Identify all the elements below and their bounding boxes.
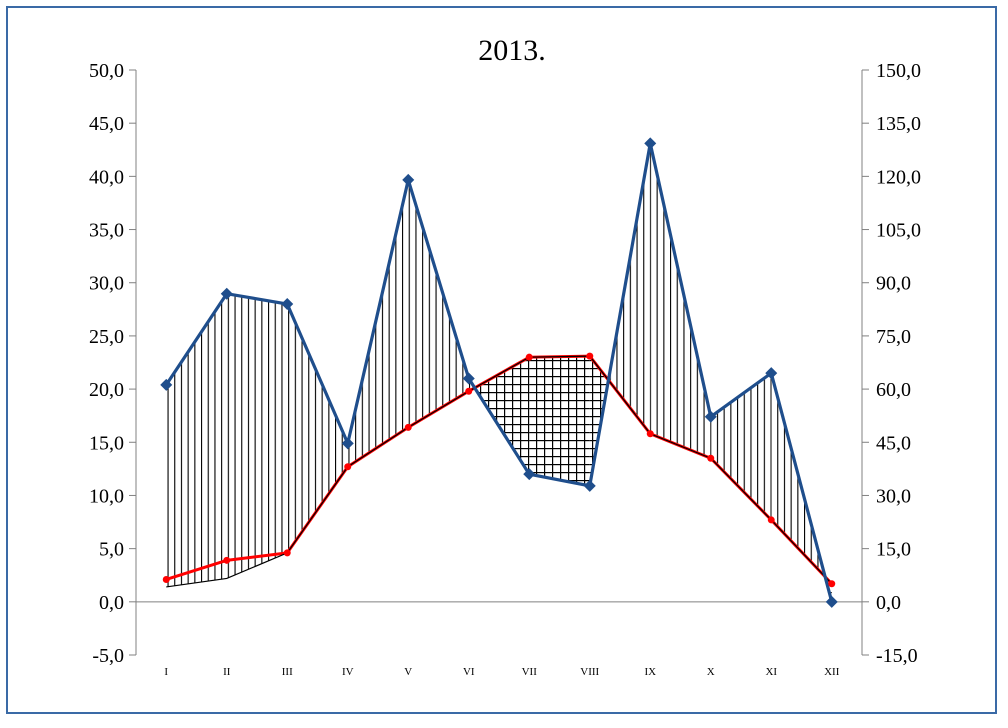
x-tick-label: VII — [522, 666, 538, 678]
y-tick-label-left: 40,0 — [89, 166, 124, 188]
temperature-point — [404, 423, 412, 431]
x-tick-label: XII — [824, 666, 840, 678]
y-tick-label-right: 75,0 — [876, 326, 911, 348]
surplus-area — [608, 143, 651, 434]
y-tick-label-right: 120,0 — [876, 166, 921, 188]
precipitation-point — [704, 410, 717, 423]
y-tick-label-right: 135,0 — [876, 113, 921, 135]
temperature-point — [465, 387, 473, 395]
y-tick-label-left: 15,0 — [89, 432, 124, 454]
precipitation-point — [402, 173, 415, 186]
precipitation-line — [164, 143, 834, 603]
x-tick-label: X — [707, 666, 715, 678]
x-tick-label: II — [223, 666, 231, 678]
y-tick-label-right: 60,0 — [876, 379, 911, 401]
series-lines — [164, 143, 834, 603]
y-tick-label-right: 90,0 — [876, 273, 911, 295]
chart-title: 2013. — [478, 34, 546, 67]
x-tick-label: V — [404, 666, 412, 678]
temperature-point — [344, 463, 352, 471]
y-tick-label-right: 30,0 — [876, 485, 911, 507]
temperature-point — [767, 516, 775, 524]
deficit-area — [529, 356, 590, 486]
series-markers — [160, 137, 838, 608]
y-tick-label-left: 30,0 — [89, 273, 124, 295]
precipitation-point — [825, 595, 838, 608]
temperature-point — [586, 352, 594, 360]
surplus-area — [166, 293, 227, 587]
x-tick-label: IV — [342, 666, 354, 678]
y-tick-label-left: -5,0 — [92, 645, 124, 667]
precipitation-point — [160, 378, 173, 391]
deficit-area — [474, 357, 530, 475]
precipitation-point — [220, 287, 233, 300]
surplus-area — [408, 179, 469, 428]
precipitation-point — [583, 479, 596, 492]
temperature-point — [828, 580, 836, 588]
y-tick-label-left: 35,0 — [89, 220, 124, 242]
precipitation-point — [462, 372, 475, 385]
reference-line — [166, 355, 833, 588]
x-tick-label: VI — [463, 666, 475, 678]
y-tick-label-left: 0,0 — [99, 592, 124, 614]
precipitation-point — [523, 468, 536, 481]
surplus-area — [650, 143, 711, 459]
y-tick-label-right: 150,0 — [876, 60, 921, 82]
y-tick-label-left: 20,0 — [89, 379, 124, 401]
surplus-area — [287, 304, 348, 553]
y-tick-label-right: 45,0 — [876, 432, 911, 454]
x-tick-label: VIII — [580, 666, 599, 678]
temperature-point — [223, 556, 231, 564]
temperature-point — [646, 430, 654, 438]
hatched-areas — [166, 143, 832, 602]
y-tick-label-right: 0,0 — [876, 592, 901, 614]
temperature-point — [162, 575, 170, 583]
x-tick-label: I — [164, 666, 168, 678]
temperature-point — [525, 353, 533, 361]
x-tick-label: III — [282, 666, 293, 678]
axes: 50,0 45,0 40,0 35,0 30,0 25,0 20,0 15,0 10,0 5,0 0… — [89, 60, 921, 678]
precipitation-point — [341, 437, 354, 450]
temperature-point — [283, 549, 291, 557]
y-tick-label-left: 25,0 — [89, 326, 124, 348]
surplus-area — [226, 293, 288, 579]
temperature-point — [707, 454, 715, 462]
x-tick-label: IX — [644, 666, 656, 678]
y-tick-label-right: 15,0 — [876, 539, 911, 561]
precipitation-point — [644, 137, 657, 150]
y-tick-label-right: -15,0 — [876, 645, 918, 667]
y-tick-label-left: 10,0 — [89, 485, 124, 507]
precipitation-point — [765, 367, 778, 380]
surplus-area — [710, 373, 772, 520]
y-tick-label-left: 5,0 — [99, 539, 124, 561]
y-tick-label-left: 50,0 — [89, 60, 124, 82]
y-tick-label-right: 105,0 — [876, 220, 921, 242]
x-tick-label: XI — [765, 666, 777, 678]
precipitation-point — [281, 298, 294, 310]
y-tick-label-left: 45,0 — [89, 113, 124, 135]
